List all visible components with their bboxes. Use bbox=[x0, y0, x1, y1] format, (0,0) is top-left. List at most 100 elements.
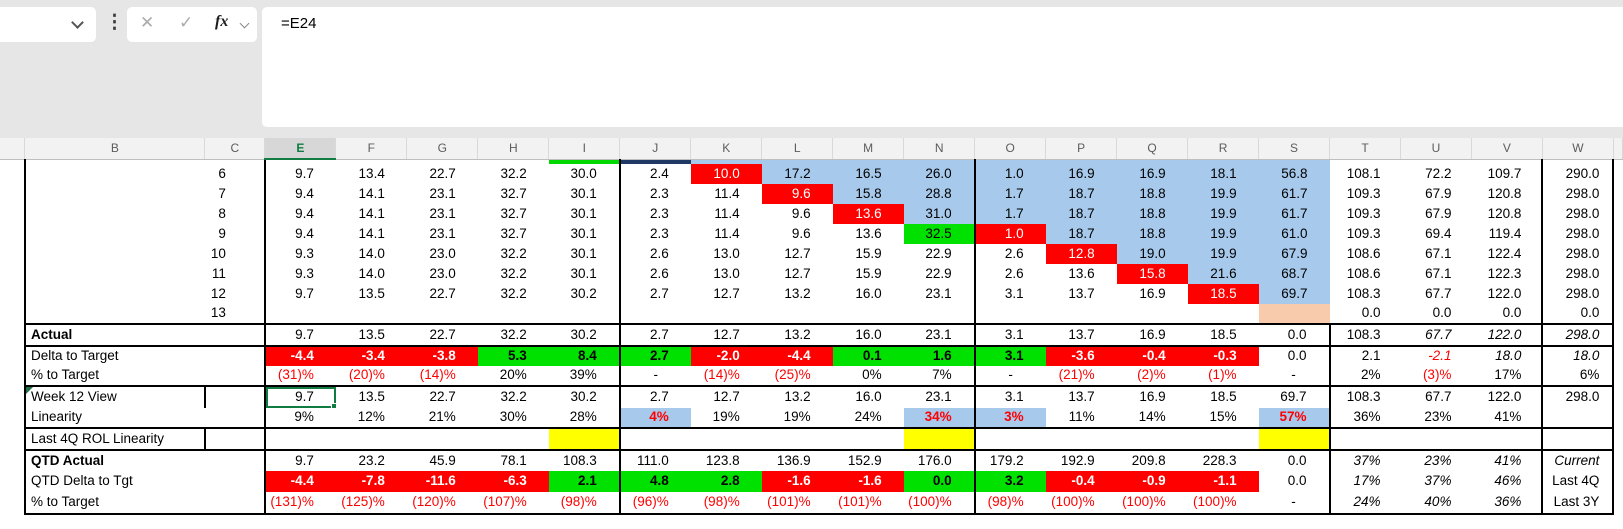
column-header-R[interactable]: R bbox=[1187, 138, 1260, 160]
cell[interactable]: 13 bbox=[204, 304, 265, 324]
cell[interactable]: (98)% bbox=[548, 492, 620, 515]
cell[interactable]: 67.7 bbox=[1400, 323, 1472, 346]
cell[interactable]: 12.8 bbox=[1045, 244, 1117, 264]
cell[interactable]: 23.1 bbox=[406, 224, 478, 244]
cell[interactable]: 298.0 bbox=[1541, 323, 1615, 346]
cell[interactable]: 16.9 bbox=[1116, 385, 1188, 408]
cell[interactable]: 192.9 bbox=[1045, 449, 1117, 471]
cell[interactable] bbox=[1541, 408, 1615, 428]
cell[interactable]: - bbox=[1258, 492, 1330, 515]
cell[interactable]: -4.4 bbox=[263, 345, 336, 366]
cell[interactable]: 15.9 bbox=[832, 264, 904, 284]
cell[interactable]: 11.4 bbox=[690, 224, 762, 244]
cell[interactable] bbox=[0, 264, 25, 284]
fill-handle[interactable] bbox=[330, 403, 336, 408]
cell[interactable]: 22.7 bbox=[406, 323, 478, 346]
cell[interactable] bbox=[1613, 324, 1623, 346]
cell[interactable]: 120.8 bbox=[1471, 204, 1543, 224]
cell[interactable]: 119.4 bbox=[1471, 224, 1543, 244]
cell[interactable]: -2.1 bbox=[1400, 345, 1472, 366]
cell[interactable]: (125)% bbox=[335, 492, 407, 515]
cell[interactable]: 109.7 bbox=[1471, 164, 1543, 184]
cell[interactable]: 108.3 bbox=[1328, 385, 1401, 408]
cell[interactable] bbox=[0, 450, 25, 471]
cell[interactable]: 67.1 bbox=[1400, 244, 1472, 264]
cell[interactable]: 12.7 bbox=[690, 323, 762, 346]
cell[interactable]: 11% bbox=[1045, 408, 1117, 428]
cell[interactable]: 28.8 bbox=[903, 184, 975, 204]
insert-function-icon[interactable]: fx bbox=[215, 13, 229, 30]
cell[interactable]: 15.8 bbox=[832, 184, 904, 204]
cell[interactable]: 2.7 bbox=[618, 323, 691, 346]
cell[interactable]: 1.6 bbox=[903, 345, 975, 366]
cell[interactable]: 18.0 bbox=[1541, 345, 1615, 366]
cell[interactable]: 69.7 bbox=[1258, 284, 1330, 304]
cell[interactable]: 32.2 bbox=[477, 385, 549, 408]
cell[interactable]: 13.4 bbox=[335, 164, 407, 184]
cell[interactable]: 7 bbox=[204, 184, 265, 204]
cell[interactable]: 2.1 bbox=[548, 471, 620, 492]
row-label[interactable]: QTD Delta to Tgt bbox=[23, 471, 205, 492]
cell[interactable] bbox=[1613, 224, 1623, 244]
cell[interactable] bbox=[204, 427, 265, 450]
cell[interactable] bbox=[832, 427, 904, 450]
cell[interactable]: 209.8 bbox=[1116, 449, 1188, 471]
cell[interactable]: -3.8 bbox=[406, 345, 478, 366]
cell[interactable]: Current bbox=[1541, 449, 1615, 471]
cell[interactable] bbox=[1613, 386, 1623, 408]
cell[interactable]: -2.0 bbox=[690, 345, 762, 366]
cell[interactable] bbox=[0, 428, 25, 450]
cell[interactable]: 3.1 bbox=[973, 345, 1046, 366]
column-header-N[interactable]: N bbox=[903, 138, 976, 160]
cell[interactable]: 108.6 bbox=[1329, 244, 1401, 264]
cell[interactable]: 19.9 bbox=[1187, 244, 1259, 264]
cell[interactable]: 24% bbox=[1328, 492, 1401, 515]
cell[interactable]: -0.9 bbox=[1116, 471, 1188, 492]
cell[interactable]: -1.6 bbox=[761, 471, 833, 492]
cell[interactable]: 45.9 bbox=[406, 449, 478, 471]
cell[interactable]: 18.7 bbox=[1045, 184, 1117, 204]
cell[interactable]: 32.7 bbox=[477, 204, 549, 224]
cell[interactable]: 30.1 bbox=[548, 184, 620, 204]
cell[interactable]: 19% bbox=[761, 408, 833, 428]
cell[interactable] bbox=[1613, 204, 1623, 224]
cell[interactable] bbox=[477, 427, 549, 450]
cell[interactable]: 136.9 bbox=[761, 449, 833, 471]
cell[interactable]: 17% bbox=[1328, 471, 1401, 492]
cell[interactable] bbox=[335, 427, 407, 450]
cell[interactable]: 2.7 bbox=[618, 284, 691, 304]
cell[interactable] bbox=[1613, 450, 1623, 471]
cell[interactable] bbox=[1613, 428, 1623, 450]
column-header-B[interactable]: B bbox=[24, 138, 206, 160]
cell[interactable]: 8 bbox=[204, 204, 265, 224]
cell[interactable]: 13.6 bbox=[832, 204, 904, 224]
cell[interactable]: 61.7 bbox=[1258, 204, 1330, 224]
cell[interactable]: 30.1 bbox=[548, 224, 620, 244]
cell[interactable] bbox=[1613, 284, 1623, 304]
cell[interactable]: 30.1 bbox=[548, 264, 620, 284]
cell[interactable]: 109.3 bbox=[1329, 184, 1401, 204]
cell[interactable]: 5.3 bbox=[477, 345, 549, 366]
row-label[interactable]: Linearity bbox=[23, 408, 205, 428]
cell[interactable] bbox=[0, 386, 25, 408]
cell[interactable]: (14)% bbox=[406, 366, 478, 386]
cell[interactable]: (100)% bbox=[1187, 492, 1259, 515]
cell[interactable] bbox=[1258, 304, 1330, 324]
cell[interactable]: 152.9 bbox=[832, 449, 904, 471]
cell[interactable]: 9.4 bbox=[263, 184, 336, 204]
cell[interactable]: 22.7 bbox=[406, 385, 478, 408]
cell[interactable] bbox=[204, 366, 265, 386]
cell[interactable]: 18.5 bbox=[1187, 323, 1259, 346]
cell[interactable]: 30.1 bbox=[548, 244, 620, 264]
cell[interactable] bbox=[1187, 304, 1259, 324]
cell[interactable] bbox=[1613, 408, 1623, 428]
cell[interactable]: 24% bbox=[832, 408, 904, 428]
row-label[interactable]: Week 12 View bbox=[23, 385, 206, 408]
cell[interactable]: 40% bbox=[1400, 492, 1472, 515]
cell[interactable] bbox=[23, 304, 205, 324]
cell[interactable]: 9.4 bbox=[263, 204, 336, 224]
cell[interactable] bbox=[263, 427, 336, 450]
column-header-O[interactable]: O bbox=[974, 138, 1047, 160]
cell[interactable]: 34% bbox=[903, 408, 975, 428]
cell[interactable] bbox=[1400, 427, 1472, 450]
